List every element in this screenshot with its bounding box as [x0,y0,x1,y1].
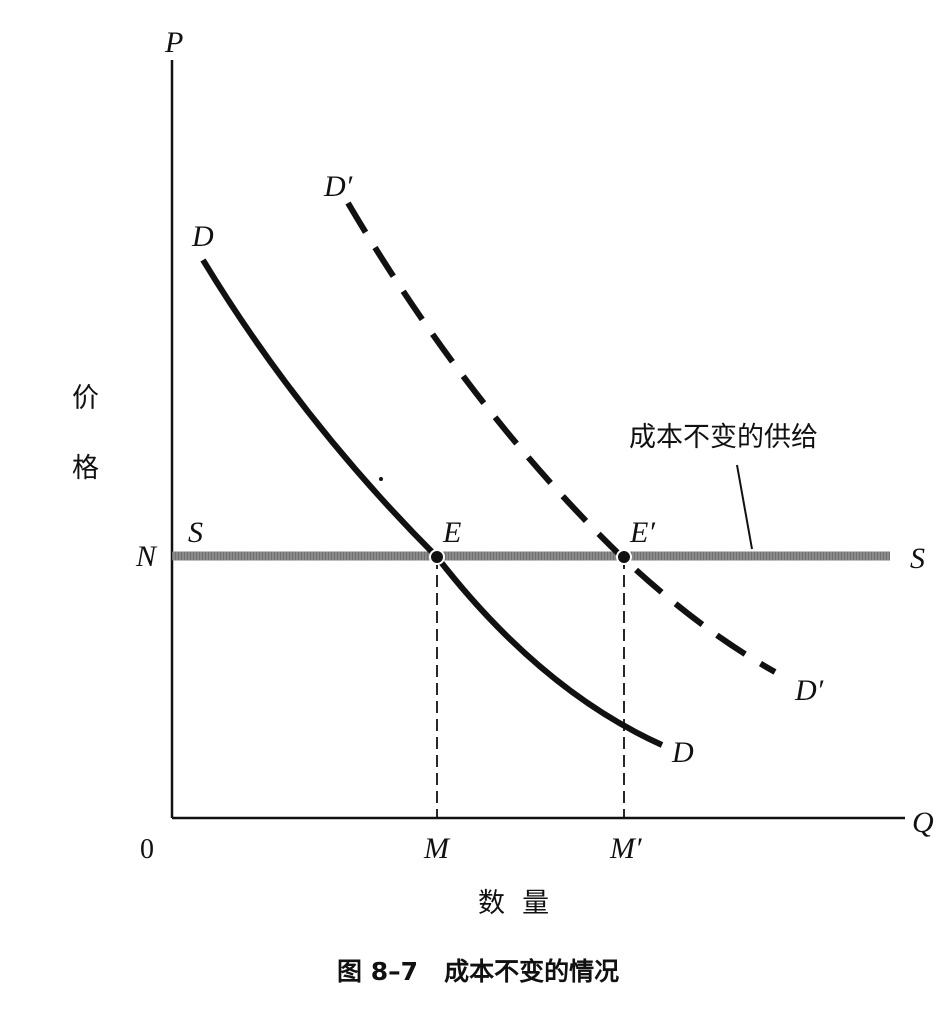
demand-curve-d [200,258,664,748]
y-title-char-2: 格 [72,453,99,484]
e-label: E [442,516,461,549]
m-prime-label: M′ [609,832,642,865]
point-e [429,549,445,565]
q-axis-label: Q [912,806,934,839]
d-top-label: D [191,220,214,253]
p-axis-label: P [164,26,183,59]
supply-annotation: 成本不变的供给 [629,422,818,453]
y-title-char-1: 价 [72,383,99,414]
d-prime-bottom-label: D′ [794,674,824,707]
m-label: M [423,832,451,865]
s-right-label: S [910,542,925,575]
e-prime-label: E′ [629,516,655,549]
figure-caption: 图 8–7 成本不变的情况 [337,957,619,986]
annotation-leader [736,464,753,550]
x-title: 数 量 [478,888,549,919]
origin-label: 0 [140,834,154,865]
point-e-prime [616,549,632,565]
demand-curve-d-prime [345,201,777,675]
stray-dot [379,477,383,481]
s-left-label: S [188,516,203,549]
d-prime-top-label: D′ [323,170,353,203]
d-bottom-label: D [671,736,694,769]
n-label: N [135,540,158,573]
